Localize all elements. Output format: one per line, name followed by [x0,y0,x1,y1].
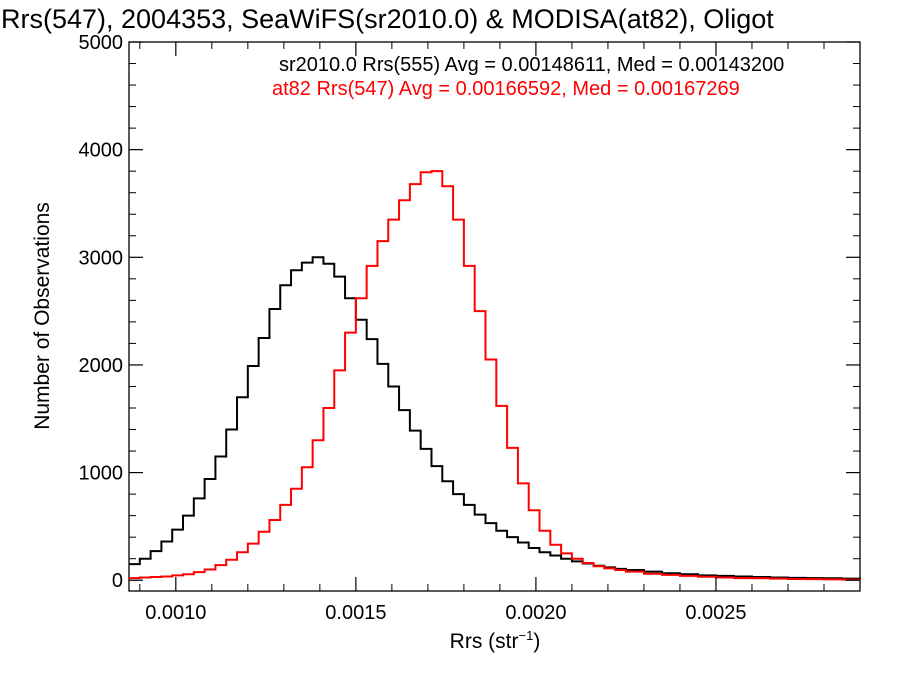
y-axis-label: Number of Observations [31,202,54,430]
tick-layer: 0.0010 0.0015 0.0020 0.0025 0 1000 2000 3000 400… [79,32,860,624]
y-tick-label: 0 [112,570,123,592]
chart-title: Rrs(547), 2004353, SeaWiFS(sr2010.0) & M… [1,4,774,34]
x-axis-label: Rrs (str−1) [450,628,541,653]
plot-frame [128,41,861,592]
annotation-sr2010: sr2010.0 Rrs(555) Avg = 0.00148611, Med … [279,54,784,76]
y-tick-label: 3000 [79,247,124,269]
y-tick-label: 5000 [79,32,124,54]
x-tick-label: 0.0020 [505,602,566,624]
annotation-at82: at82 Rrs(547) Avg = 0.00166592, Med = 0.… [272,78,740,100]
x-tick-label: 0.0010 [145,602,206,624]
series-layer [129,170,861,581]
x-tick-label: 0.0025 [685,602,746,624]
x-axis-label-superscript: −1 [519,628,534,643]
x-axis-label-close: ) [533,630,540,653]
x-tick-label: 0.0015 [325,602,386,624]
x-axis-label-main: Rrs (str [450,630,519,653]
series-1-line [129,170,861,581]
y-tick-label: 2000 [79,355,124,377]
series-0-line [129,256,861,580]
y-tick-label: 4000 [79,140,124,162]
y-tick-label: 1000 [79,463,124,485]
